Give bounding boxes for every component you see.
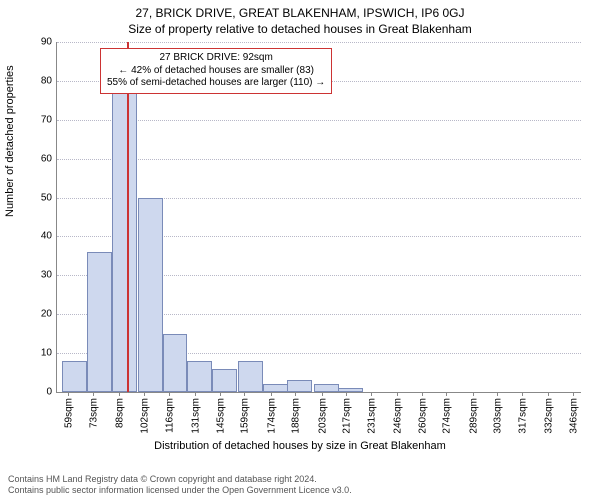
histogram-bar bbox=[138, 198, 163, 392]
x-tick-label: 174sqm bbox=[266, 398, 277, 434]
y-tick-label: 30 bbox=[41, 270, 52, 281]
x-tick bbox=[397, 392, 398, 396]
histogram-bar bbox=[287, 380, 312, 392]
x-tick-label: 317sqm bbox=[518, 398, 529, 434]
x-tick bbox=[195, 392, 196, 396]
x-tick-label: 274sqm bbox=[442, 398, 453, 434]
x-tick-label: 116sqm bbox=[164, 398, 175, 433]
footer-line1: Contains HM Land Registry data © Crown c… bbox=[8, 474, 352, 485]
x-tick bbox=[446, 392, 447, 396]
histogram-bar bbox=[314, 384, 339, 392]
x-tick-label: 203sqm bbox=[317, 398, 328, 434]
x-tick bbox=[322, 392, 323, 396]
footer-line2: Contains public sector information licen… bbox=[8, 485, 352, 496]
y-tick-label: 70 bbox=[41, 114, 52, 125]
y-tick-label: 80 bbox=[41, 75, 52, 86]
x-tick-label: 159sqm bbox=[240, 398, 251, 434]
marker-line bbox=[127, 42, 129, 392]
y-tick-label: 20 bbox=[41, 309, 52, 320]
y-tick-label: 40 bbox=[41, 231, 52, 242]
histogram-bar bbox=[187, 361, 212, 392]
histogram-bar bbox=[62, 361, 87, 392]
histogram-bar bbox=[338, 388, 363, 392]
y-tick-label: 60 bbox=[41, 153, 52, 164]
x-tick bbox=[93, 392, 94, 396]
x-tick-label: 303sqm bbox=[493, 398, 504, 434]
y-tick-label: 10 bbox=[41, 348, 52, 359]
x-tick-label: 102sqm bbox=[140, 398, 151, 434]
footer-attribution: Contains HM Land Registry data © Crown c… bbox=[8, 474, 352, 496]
x-tick bbox=[371, 392, 372, 396]
x-tick bbox=[522, 392, 523, 396]
chart-container: 27, BRICK DRIVE, GREAT BLAKENHAM, IPSWIC… bbox=[0, 0, 600, 500]
x-tick bbox=[220, 392, 221, 396]
y-axis-label: Number of detached properties bbox=[4, 65, 16, 217]
x-tick bbox=[497, 392, 498, 396]
x-tick-label: 88sqm bbox=[115, 398, 126, 428]
x-tick-label: 260sqm bbox=[417, 398, 428, 434]
x-tick-label: 145sqm bbox=[215, 398, 226, 434]
annotation-line3: 55% of semi-detached houses are larger (… bbox=[107, 77, 325, 90]
histogram-bar bbox=[112, 69, 137, 392]
chart-title-subtitle: Size of property relative to detached ho… bbox=[0, 20, 600, 36]
x-tick-label: 59sqm bbox=[64, 398, 75, 428]
x-tick-label: 246sqm bbox=[393, 398, 404, 434]
histogram-bar bbox=[163, 334, 188, 392]
x-tick bbox=[422, 392, 423, 396]
x-tick-label: 289sqm bbox=[468, 398, 479, 434]
y-tick-label: 0 bbox=[46, 387, 52, 398]
x-tick bbox=[573, 392, 574, 396]
chart-title-address: 27, BRICK DRIVE, GREAT BLAKENHAM, IPSWIC… bbox=[0, 0, 600, 20]
histogram-bar bbox=[263, 384, 288, 392]
annotation-line2: ← 42% of detached houses are smaller (83… bbox=[107, 65, 325, 78]
x-tick-label: 73sqm bbox=[89, 398, 100, 428]
x-tick bbox=[548, 392, 549, 396]
annotation-box: 27 BRICK DRIVE: 92sqm ← 42% of detached … bbox=[100, 48, 332, 94]
x-tick-label: 188sqm bbox=[291, 398, 302, 434]
x-tick bbox=[295, 392, 296, 396]
annotation-line1: 27 BRICK DRIVE: 92sqm bbox=[107, 52, 325, 65]
x-tick-label: 332sqm bbox=[544, 398, 555, 434]
x-tick bbox=[346, 392, 347, 396]
x-axis-label: Distribution of detached houses by size … bbox=[0, 440, 600, 452]
histogram-bar bbox=[87, 252, 112, 392]
plot-area bbox=[56, 42, 581, 393]
x-tick bbox=[68, 392, 69, 396]
x-tick bbox=[169, 392, 170, 396]
x-tick-label: 346sqm bbox=[569, 398, 580, 434]
y-tick-label: 90 bbox=[41, 37, 52, 48]
x-tick bbox=[119, 392, 120, 396]
x-tick bbox=[144, 392, 145, 396]
histogram-bar bbox=[212, 369, 237, 392]
x-tick bbox=[473, 392, 474, 396]
histogram-bar bbox=[238, 361, 263, 392]
x-tick-label: 217sqm bbox=[342, 398, 353, 434]
gridline bbox=[57, 42, 581, 43]
y-tick-label: 50 bbox=[41, 192, 52, 203]
x-tick bbox=[271, 392, 272, 396]
x-tick-label: 131sqm bbox=[191, 398, 202, 434]
x-tick bbox=[244, 392, 245, 396]
x-tick-label: 231sqm bbox=[366, 398, 377, 434]
